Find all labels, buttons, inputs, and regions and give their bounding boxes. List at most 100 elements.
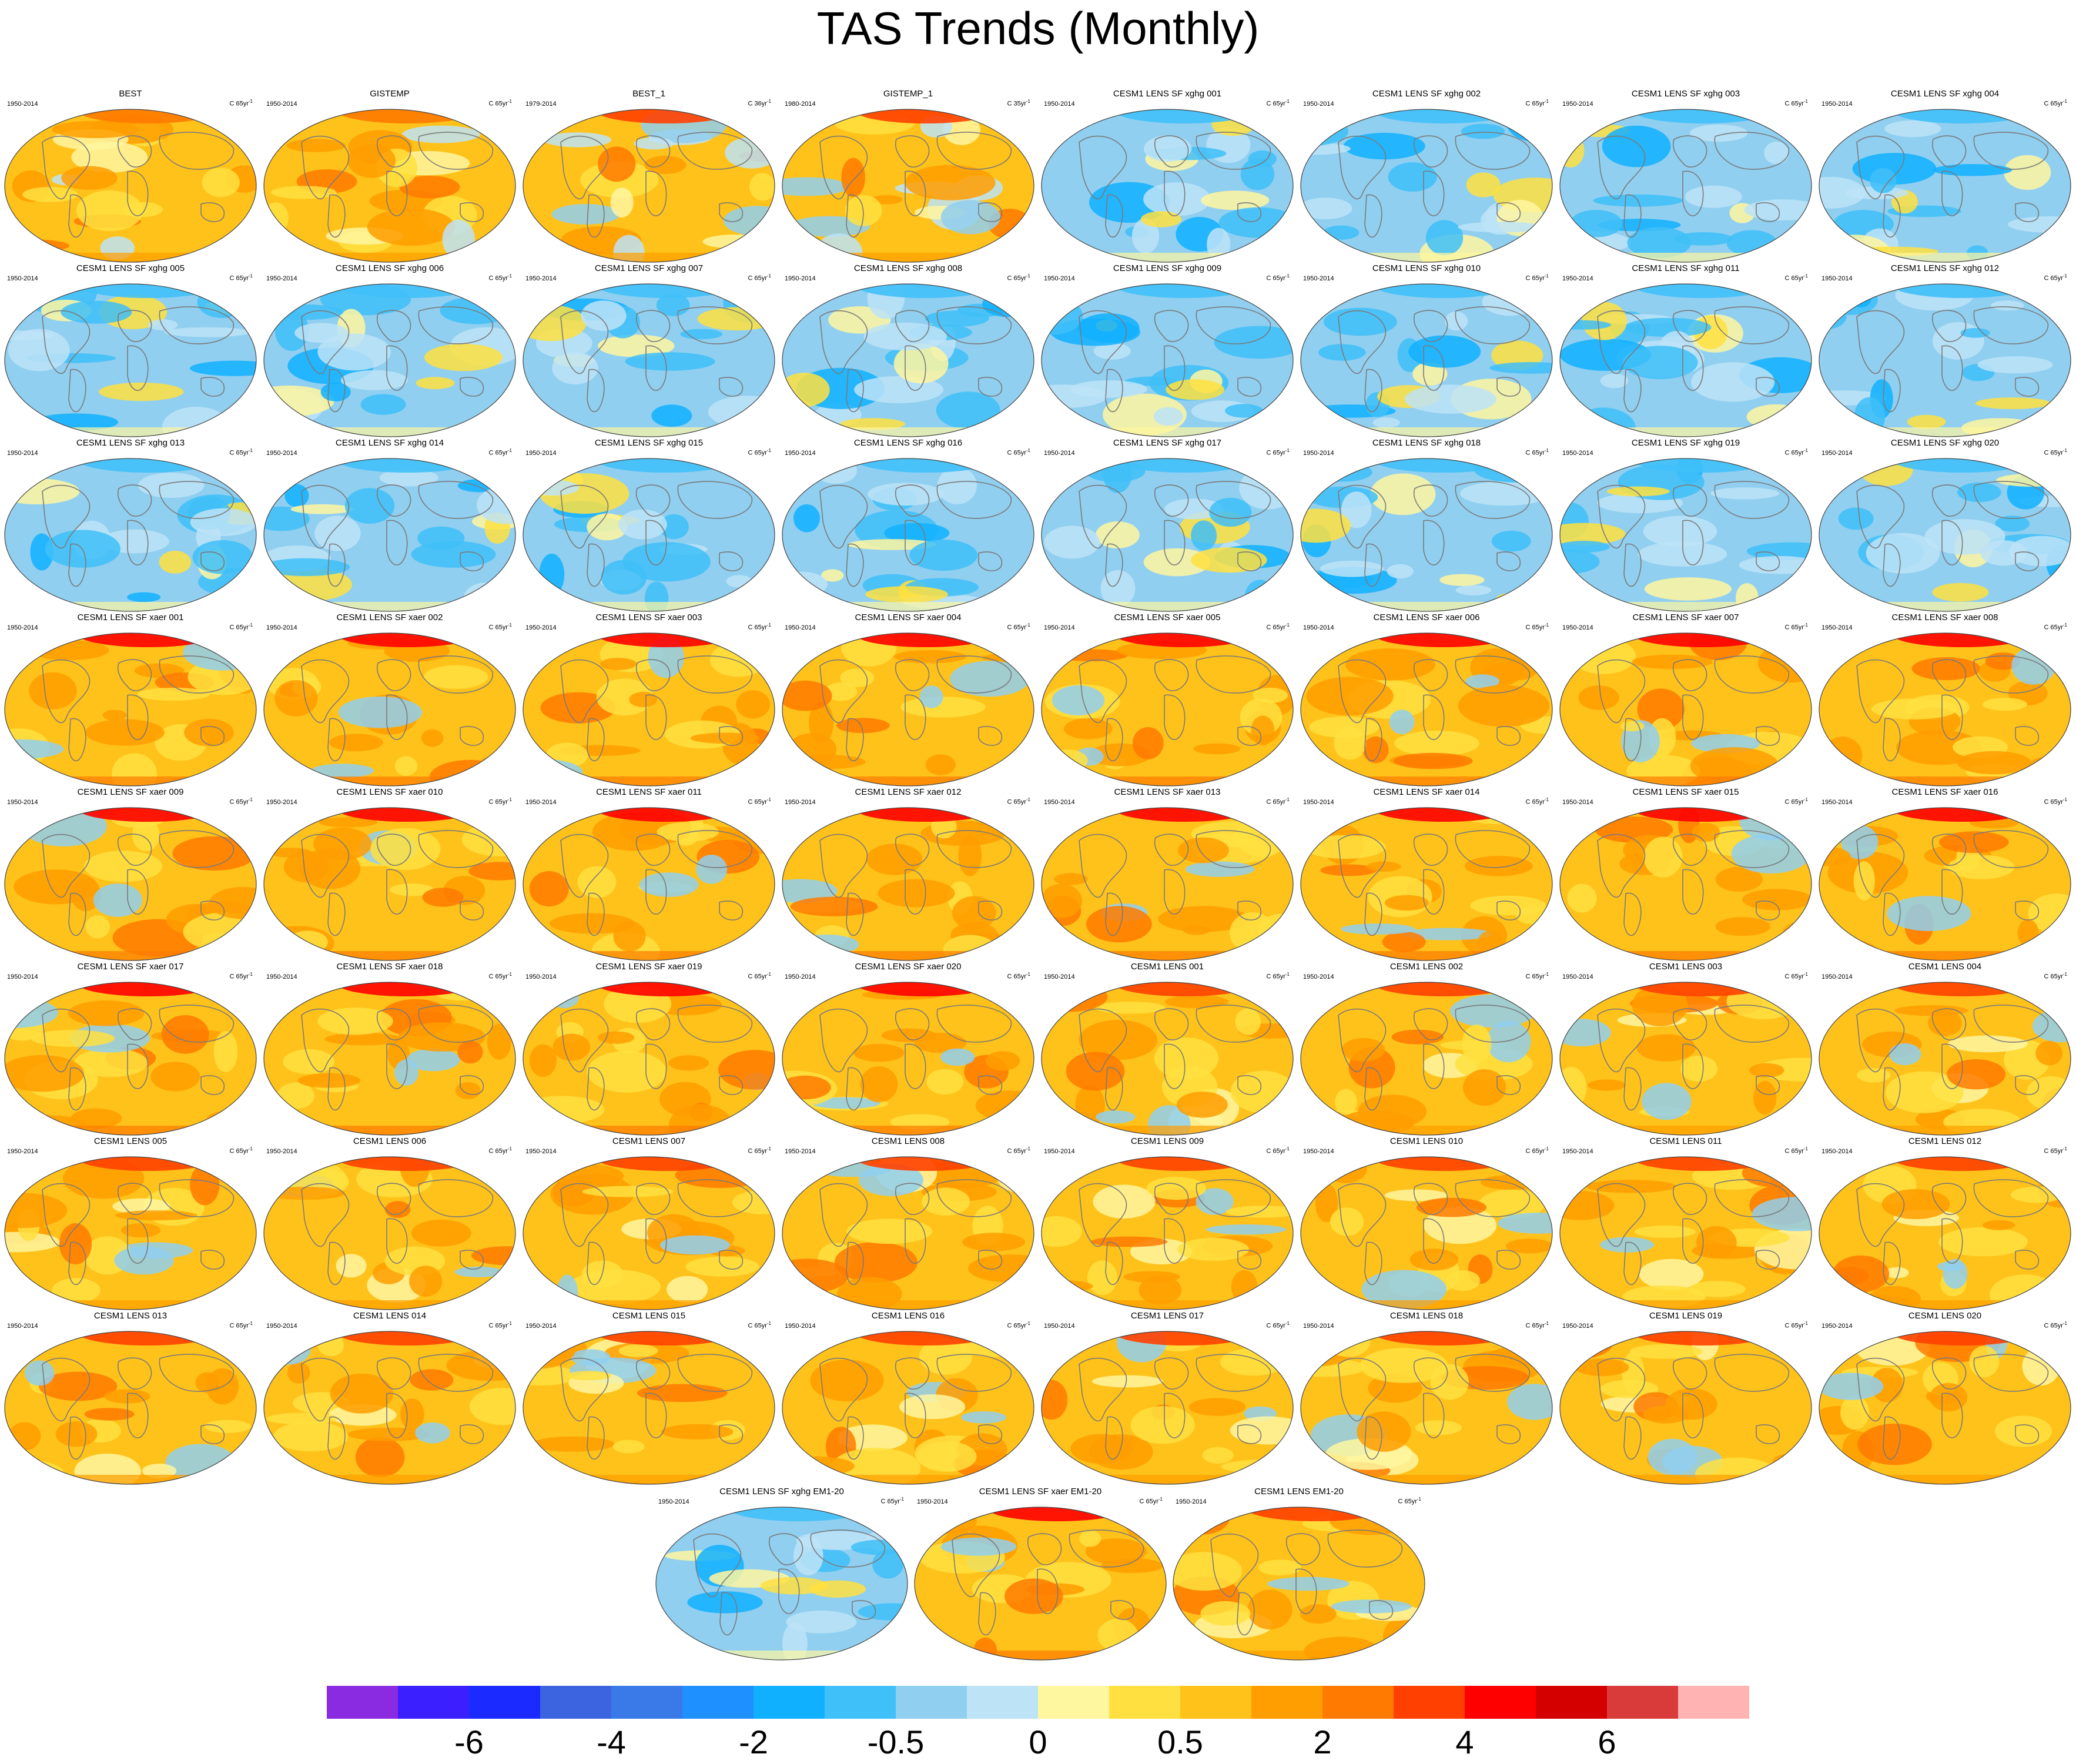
panel-units: C 65yr-1	[2044, 796, 2067, 806]
map-panel: CESM1 LENS 011 1950-2014 C 65yr-1	[1556, 1136, 1815, 1312]
panel-units: C 65yr-1	[229, 98, 253, 108]
map-panel: CESM1 LENS SF xaer 018 1950-2014 C 65yr-1	[260, 961, 519, 1137]
panel-units-text: C 65yr	[1266, 1322, 1285, 1330]
panel-units: C 36yr-1	[748, 98, 771, 108]
panel-period: 1950-2014	[1562, 1323, 1593, 1330]
panel-units-text: C 65yr	[1784, 973, 1804, 980]
panel-title: CESM1 LENS SF xaer 017	[77, 962, 184, 972]
panel-units-text: C 65yr	[1007, 798, 1026, 806]
panel-title: CESM1 LENS SF xaer 002	[336, 612, 443, 622]
panel-title: CESM1 LENS 016	[871, 1311, 945, 1321]
panel-units: C 65yr-1	[1525, 98, 1549, 108]
trend-map	[1819, 109, 2071, 263]
panel-title: CESM1 LENS SF xghg 020	[1890, 438, 2000, 448]
panel-units: C 65yr-1	[229, 1320, 253, 1330]
map-panel: CESM1 LENS SF xghg 007 1950-2014 C 65yr-1	[520, 263, 778, 439]
panel-units-exponent: -1	[766, 972, 771, 977]
panel-units-text: C 65yr	[229, 1147, 249, 1155]
colorbar-swatch	[896, 1686, 967, 1719]
trend-map	[1041, 807, 1294, 961]
trend-map	[782, 109, 1034, 263]
panel-period: 1980-2014	[785, 101, 816, 108]
panel-units-exponent: -1	[507, 972, 512, 977]
panel-units-text: C 65yr	[229, 100, 249, 108]
panel-units-exponent: -1	[766, 99, 771, 104]
panel-units: C 65yr-1	[1525, 621, 1549, 632]
panel-units-exponent: -1	[1417, 1497, 1421, 1502]
map-panel: CESM1 LENS 006 1950-2014 C 65yr-1	[260, 1136, 519, 1312]
panel-period: 1950-2014	[1562, 275, 1593, 282]
panel-period: 1950-2014	[1821, 1148, 1853, 1155]
map-panel: CESM1 LENS 013 1950-2014 C 65yr-1	[1, 1310, 260, 1487]
panel-units: C 65yr-1	[748, 1145, 771, 1156]
trend-map	[523, 458, 775, 612]
trend-map	[1819, 632, 2071, 786]
panel-period: 1950-2014	[7, 450, 38, 457]
map-panel: CESM1 LENS SF xghg 008 1950-2014 C 65yr-1	[779, 263, 1037, 439]
panel-units-text: C 65yr	[1266, 100, 1285, 108]
map-panel: GISTEMP 1950-2014 C 65yr-1	[260, 88, 519, 265]
panel-units: C 65yr-1	[2044, 1145, 2067, 1156]
panel-units-exponent: -1	[766, 1146, 771, 1152]
panel-units-exponent: -1	[248, 448, 253, 453]
panel-units-text: C 65yr	[748, 973, 767, 980]
panel-units-exponent: -1	[766, 1321, 771, 1326]
panel-units-text: C 65yr	[748, 798, 767, 806]
trend-map	[1041, 982, 1294, 1136]
panel-units-text: C 65yr	[2044, 1322, 2063, 1330]
panel-title: GISTEMP	[370, 89, 410, 99]
colorbar-swatch	[469, 1686, 541, 1719]
panel-units-exponent: -1	[1544, 1146, 1549, 1152]
panel-title: CESM1 LENS SF xghg 010	[1372, 263, 1481, 273]
colorbar-swatch	[754, 1686, 825, 1719]
panel-units: C 65yr-1	[1266, 1320, 1290, 1330]
panel-period: 1950-2014	[1303, 1323, 1334, 1330]
panel-title: CESM1 LENS SF xghg 005	[76, 263, 185, 273]
panel-units-text: C 65yr	[748, 449, 767, 457]
panel-units-exponent: -1	[507, 622, 512, 628]
panel-units: C 65yr-1	[748, 796, 771, 806]
panel-units-text: C 65yr	[1525, 100, 1545, 108]
map-panel: CESM1 LENS SF xghg 015 1950-2014 C 65yr-1	[520, 437, 778, 614]
panel-units-text: C 65yr	[1525, 449, 1545, 457]
panel-title: CESM1 LENS SF xaer 018	[336, 962, 443, 972]
panel-units-exponent: -1	[1544, 622, 1549, 628]
panel-period: 1950-2014	[1562, 973, 1593, 980]
trend-map	[782, 632, 1034, 786]
colorbar-swatch	[1678, 1686, 1749, 1719]
panel-period: 1950-2014	[525, 973, 557, 980]
trend-map	[1173, 1507, 1425, 1661]
map-panel: CESM1 LENS SF xghg 011 1950-2014 C 65yr-1	[1556, 263, 1815, 439]
panel-units-text: C 65yr	[229, 275, 249, 282]
panel-period: 1950-2014	[7, 624, 38, 631]
panel-units-text: C 65yr	[229, 798, 249, 806]
trend-map	[1300, 1156, 1553, 1310]
map-panel: CESM1 LENS SF xghg EM1-20 1950-2014 C 65yr…	[652, 1486, 911, 1662]
panel-units-exponent: -1	[1803, 797, 1808, 802]
map-panel: CESM1 LENS SF xaer 009 1950-2014 C 65yr-1	[1, 786, 260, 963]
panel-units: C 65yr-1	[1007, 272, 1030, 283]
panel-units-text: C 65yr	[1784, 798, 1804, 806]
panel-units: C 65yr-1	[1007, 1145, 1030, 1156]
panel-units-exponent: -1	[1544, 797, 1549, 802]
panel-units: C 65yr-1	[488, 970, 512, 981]
panel-units-text: C 65yr	[1398, 1498, 1417, 1505]
trend-map	[1559, 1156, 1812, 1310]
trend-map	[263, 109, 516, 263]
trend-map	[523, 807, 775, 961]
trend-map	[523, 1156, 775, 1310]
map-panel: CESM1 LENS 008 1950-2014 C 65yr-1	[779, 1136, 1037, 1312]
panel-units-exponent: -1	[1544, 972, 1549, 977]
panel-title: CESM1 LENS SF xaer 008	[1891, 612, 1998, 622]
panel-units-exponent: -1	[1026, 273, 1030, 279]
trend-map	[1041, 1156, 1294, 1310]
panel-units: C 65yr-1	[229, 970, 253, 981]
panel-units-exponent: -1	[2062, 1321, 2067, 1326]
panel-units-text: C 65yr	[748, 275, 767, 282]
panel-title: CESM1 LENS SF xaer 003	[595, 612, 702, 622]
panel-units: C 65yr-1	[2044, 970, 2067, 981]
panel-units-exponent: -1	[766, 797, 771, 802]
map-panel: CESM1 LENS SF xaer 020 1950-2014 C 65yr-1	[779, 961, 1037, 1137]
panel-units-exponent: -1	[1544, 448, 1549, 453]
panel-units-text: C 65yr	[1784, 1322, 1804, 1330]
